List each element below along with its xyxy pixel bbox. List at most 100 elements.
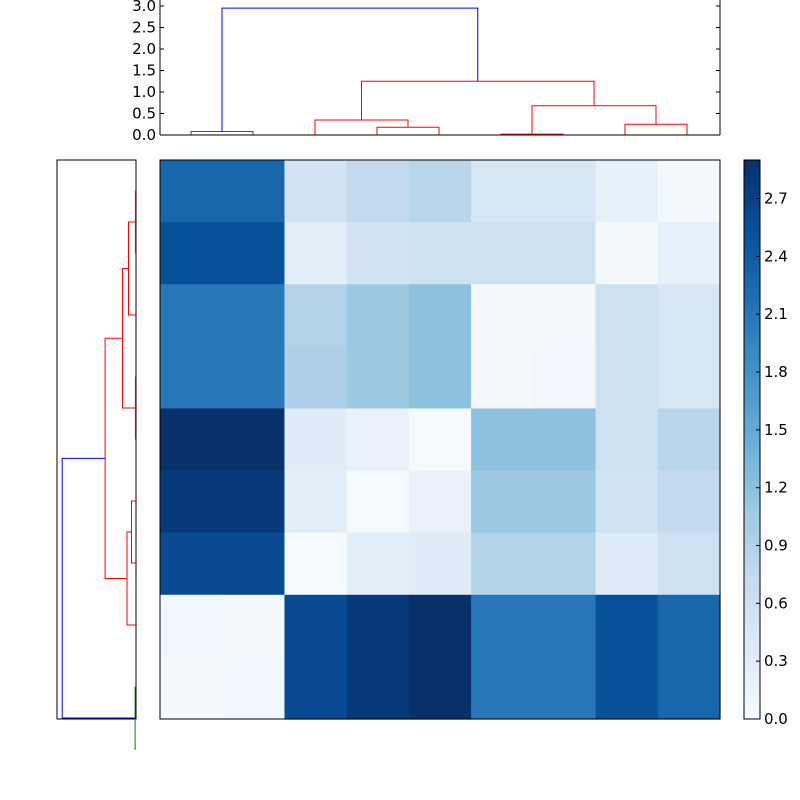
colorbar-segment	[744, 547, 760, 552]
heatmap-cell	[657, 346, 721, 410]
heatmap-cell	[222, 656, 286, 720]
heatmap-cell	[595, 408, 659, 472]
colorbar-segment	[744, 675, 760, 680]
colorbar-segment	[744, 299, 760, 305]
left-dendrogram-frame	[56, 159, 137, 720]
colorbar-segment	[744, 311, 760, 317]
heatmap-cell	[346, 470, 410, 534]
colorbar-segment	[744, 351, 760, 357]
heatmap-cell	[533, 222, 597, 285]
colorbar-segment	[744, 695, 760, 700]
colorbar-segment	[744, 483, 760, 489]
colorbar-segment	[744, 459, 760, 465]
heatmap-cell	[471, 656, 534, 720]
heatmap-cell	[657, 594, 721, 658]
colorbar-segment	[744, 323, 760, 329]
colorbar-segment	[744, 551, 760, 556]
colorbar-tick-label: 2.7	[764, 190, 788, 208]
colorbar-segment	[744, 595, 760, 600]
colorbar-segment	[744, 371, 760, 377]
colorbar-segment	[744, 571, 760, 576]
heatmap-cell	[533, 284, 597, 347]
colorbar-segment	[744, 627, 760, 632]
colorbar-segment	[744, 275, 760, 281]
heatmap-cell	[533, 346, 597, 410]
top-dendrogram-link	[531, 105, 657, 135]
heatmap-cell	[222, 160, 286, 223]
heatmap-cell	[408, 532, 472, 596]
top-dendrogram-link	[221, 7, 479, 132]
heatmap-cell	[471, 222, 534, 285]
heatmap-cell	[471, 470, 534, 534]
colorbar-segment	[744, 271, 760, 277]
colorbar-segment	[744, 191, 760, 197]
colorbar-segment	[744, 187, 760, 193]
colorbar-segment	[744, 367, 760, 373]
colorbar-segment	[744, 315, 760, 321]
heatmap-cell	[657, 284, 721, 347]
colorbar-segment	[744, 647, 760, 652]
heatmap-cell	[346, 346, 410, 410]
colorbar-segment	[744, 183, 760, 189]
colorbar-segment	[744, 219, 760, 225]
heatmap-cell	[595, 160, 659, 223]
colorbar-segment	[744, 659, 760, 664]
colorbar-tick-label: 1.2	[764, 479, 788, 497]
colorbar-segment	[744, 195, 760, 201]
colorbar-segment	[744, 347, 760, 353]
heatmap-cell	[657, 222, 721, 285]
colorbar-segment	[744, 363, 760, 369]
heatmap-cell	[284, 470, 348, 534]
top-dendrogram-ytick-label: 0.5	[132, 105, 156, 123]
colorbar-segment	[744, 591, 760, 596]
colorbar-segment	[744, 251, 760, 257]
colorbar-segment	[744, 307, 760, 313]
colorbar-segment	[744, 415, 760, 421]
colorbar-segment	[744, 535, 760, 540]
colorbar-segment	[744, 395, 760, 401]
colorbar-segment	[744, 539, 760, 544]
colorbar-segment	[744, 515, 760, 520]
colorbar-segment	[744, 331, 760, 337]
colorbar-segment	[744, 235, 760, 241]
colorbar-segment	[744, 403, 760, 409]
colorbar-segment	[744, 279, 760, 285]
top-dendrogram-link	[361, 80, 595, 120]
heatmap-cell	[408, 222, 472, 285]
heatmap-cell	[284, 594, 348, 658]
colorbar-segment	[744, 487, 760, 493]
heatmap-cell	[160, 470, 223, 534]
colorbar-segment	[744, 419, 760, 425]
colorbar-segment	[744, 435, 760, 441]
heatmap-cell	[408, 470, 472, 534]
colorbar-segment	[744, 343, 760, 349]
heatmap-cell	[657, 160, 721, 223]
heatmap-cell	[533, 160, 597, 223]
heatmap-cell	[284, 656, 348, 720]
colorbar-tick-label: 2.4	[764, 247, 788, 265]
colorbar-segment	[744, 491, 760, 496]
colorbar-segment	[744, 555, 760, 560]
colorbar-segment	[744, 707, 760, 712]
colorbar-segment	[744, 671, 760, 676]
top-dendrogram-ytick-label: 2.0	[132, 40, 156, 58]
colorbar-segment	[744, 475, 760, 481]
top-dendrogram: 0.0 0.5 1.0 1.5 2.0 2.5 3.0	[132, 0, 721, 144]
colorbar-segment	[744, 711, 760, 716]
colorbar-segment	[744, 160, 760, 165]
heatmap-cell	[533, 656, 597, 720]
top-dendrogram-ytick-label: 0.0	[132, 126, 156, 144]
colorbar-segment	[744, 431, 760, 437]
colorbar-segment	[744, 479, 760, 485]
colorbar-segment	[744, 387, 760, 393]
colorbar-segment	[744, 399, 760, 405]
colorbar-segment	[744, 303, 760, 309]
colorbar-segment	[744, 167, 760, 173]
heatmap-cell	[346, 222, 410, 285]
left-dendrogram-link	[128, 221, 136, 316]
colorbar-segment	[744, 583, 760, 588]
colorbar-segment	[744, 231, 760, 237]
colorbar-segment	[744, 631, 760, 636]
heatmap-cell	[284, 532, 348, 596]
heatmap-cell	[471, 346, 534, 410]
